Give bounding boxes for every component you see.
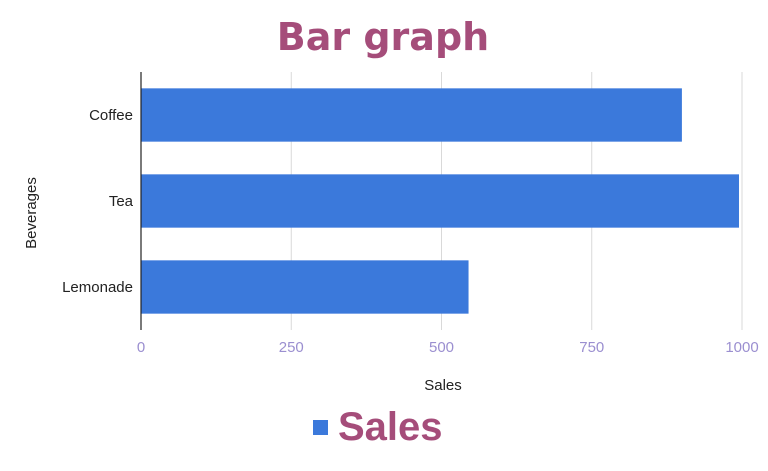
x-tick-label: 500	[429, 339, 454, 356]
legend-label: Sales	[338, 405, 443, 449]
chart-title: Bar graph	[277, 15, 489, 59]
x-tick-label: 750	[579, 339, 604, 356]
x-tick-label: 1000	[725, 339, 758, 356]
bar-coffee	[141, 88, 682, 142]
legend-swatch	[313, 420, 328, 435]
x-tick-label: 0	[137, 339, 145, 356]
y-axis-title: Beverages	[23, 177, 40, 249]
legend: Sales	[313, 405, 443, 449]
x-tick-labels: 0 250 500 750 1000	[137, 339, 759, 356]
category-label: Lemonade	[62, 279, 133, 296]
bar-lemonade	[141, 260, 469, 314]
category-label: Coffee	[89, 107, 133, 124]
x-axis-title: Sales	[424, 377, 462, 394]
x-tick-label: 250	[279, 339, 304, 356]
category-labels: Coffee Tea Lemonade	[62, 107, 134, 296]
bar-tea	[141, 174, 739, 228]
bars	[141, 88, 739, 314]
category-label: Tea	[109, 193, 134, 210]
